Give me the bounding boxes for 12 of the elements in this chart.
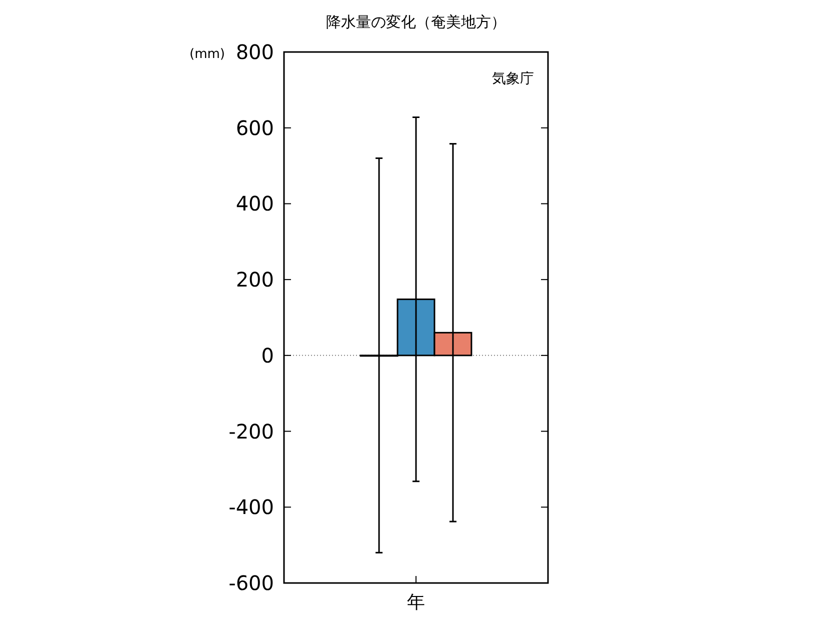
y-axis-title: (mm) xyxy=(190,47,225,62)
chart-title: 降水量の変化（奄美地方） xyxy=(326,13,506,31)
y-tick-label: -400 xyxy=(228,495,274,520)
y-tick-label: 600 xyxy=(236,116,274,140)
y-tick-label: -600 xyxy=(228,571,274,595)
y-tick-label: 400 xyxy=(236,192,274,216)
y-tick-label: 200 xyxy=(236,268,274,292)
y-tick-label: 0 xyxy=(261,343,274,368)
annotation: 気象庁 xyxy=(492,71,534,87)
x-tick-label: 年 xyxy=(407,592,425,613)
y-tick-label: 800 xyxy=(236,40,274,64)
y-tick-label: -200 xyxy=(228,419,274,444)
